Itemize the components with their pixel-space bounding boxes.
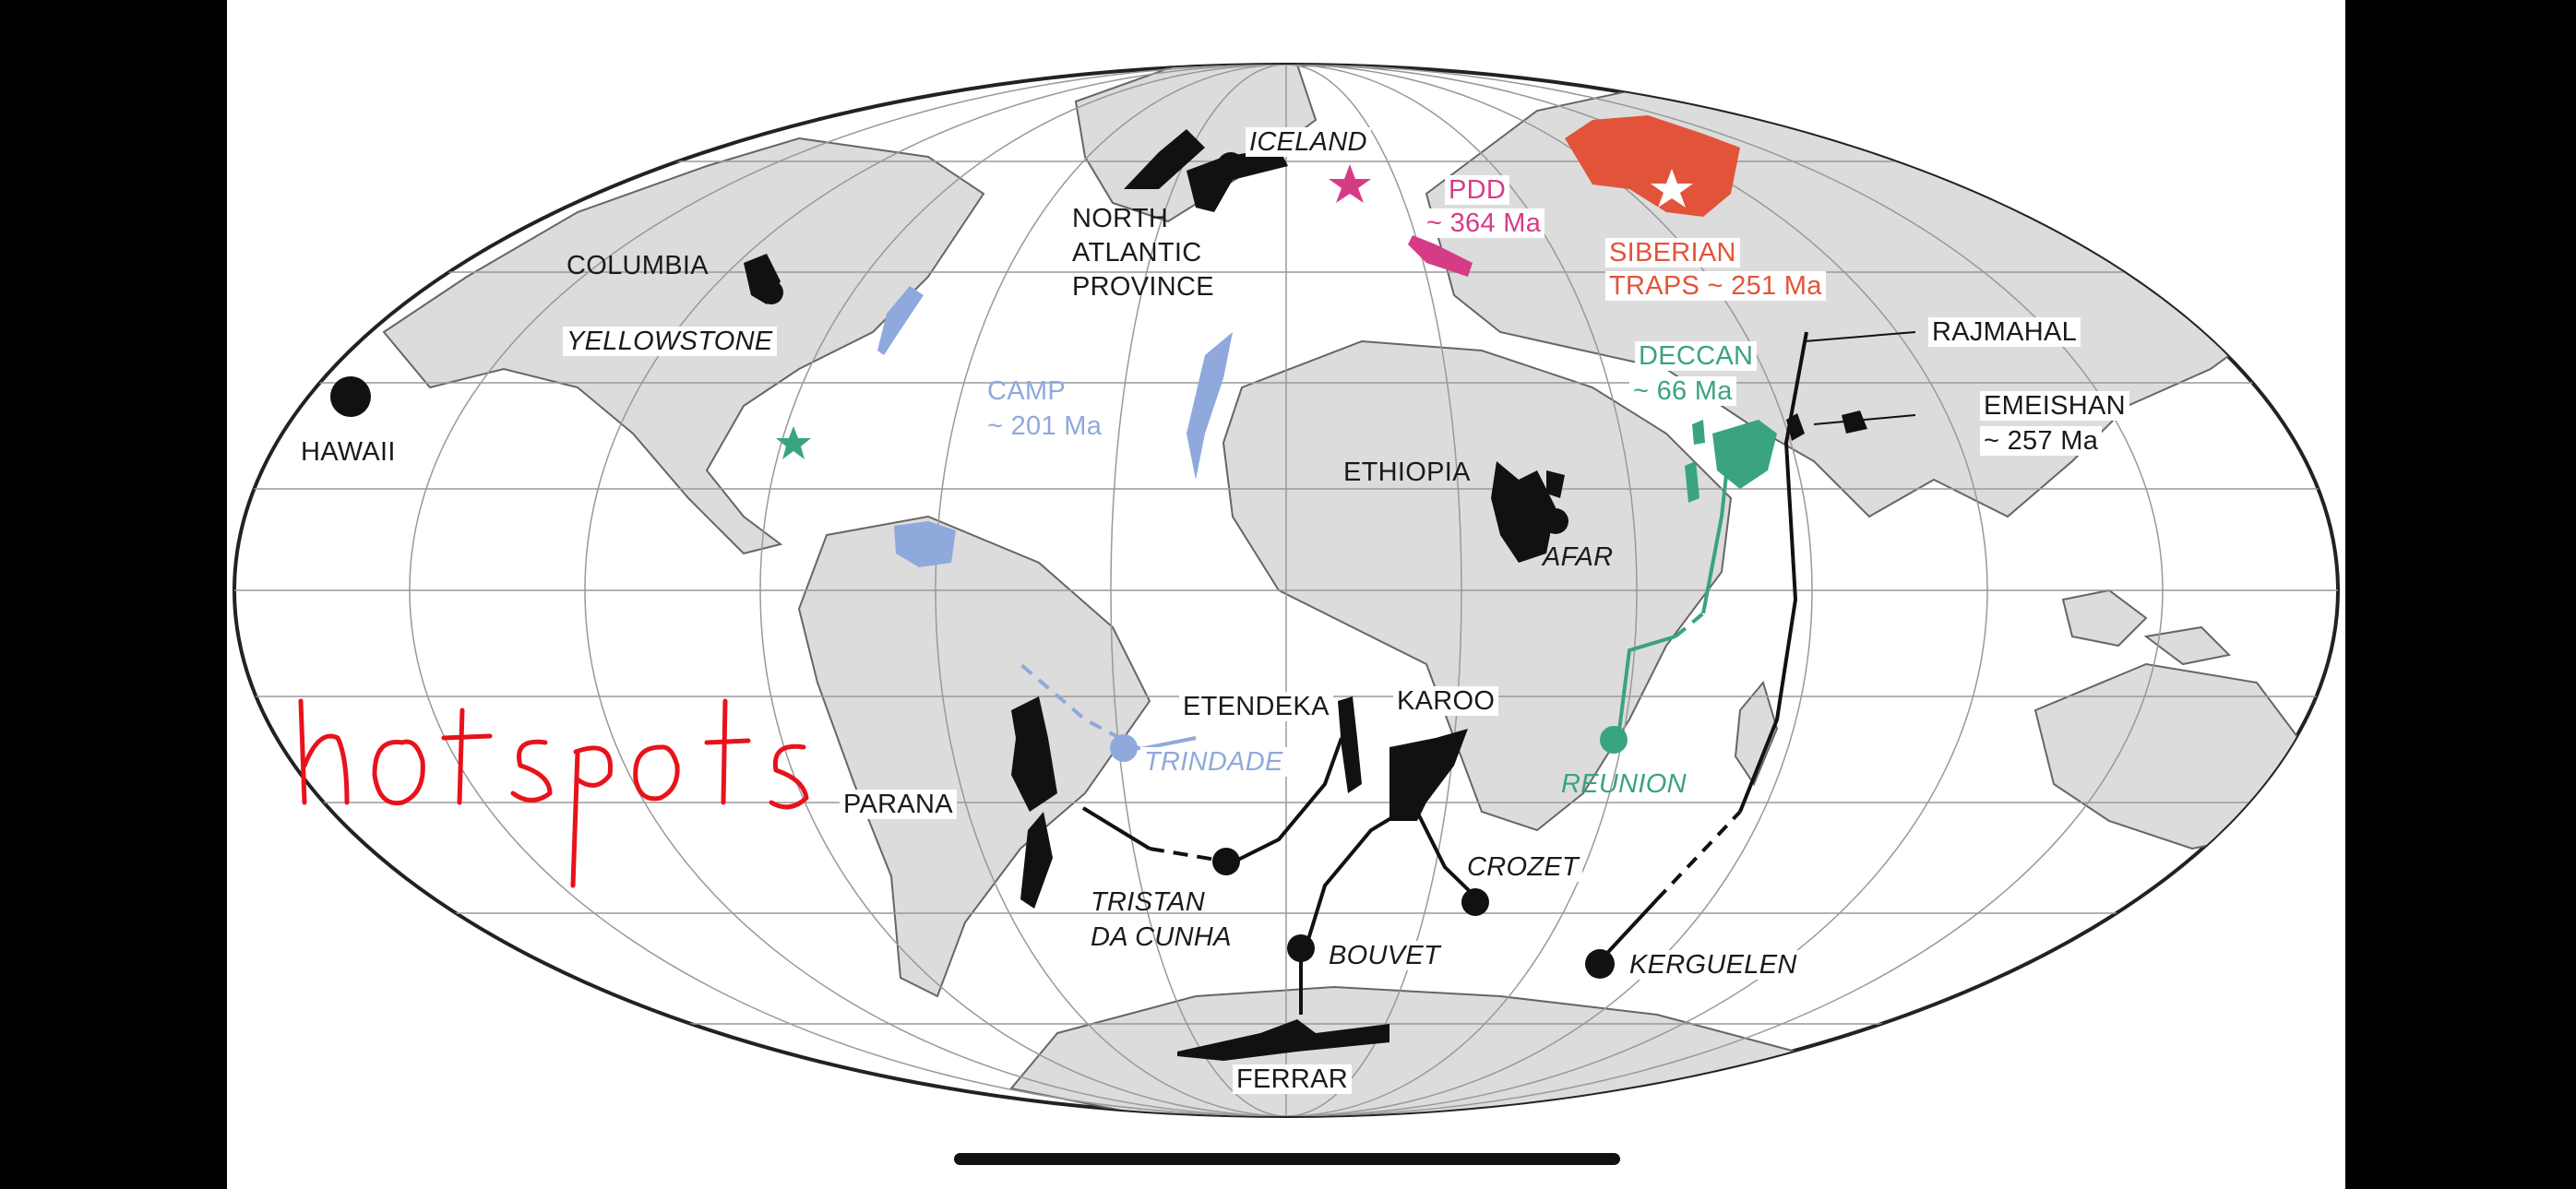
afar-label: AFAR — [1543, 542, 1614, 572]
siberian-star — [1651, 169, 1693, 208]
home-indicator[interactable] — [954, 1153, 1620, 1165]
hotspot-dot-icon — [330, 152, 1628, 979]
hawaii-label: HAWAII — [301, 437, 396, 467]
madagascar — [1734, 680, 1779, 787]
yellowstone-hotspot-dot — [759, 280, 783, 304]
colored-lips — [877, 115, 1777, 567]
iceland-label: ICELAND — [1246, 127, 1371, 157]
pdd-star — [1329, 164, 1371, 203]
afar-hotspot-dot — [1543, 508, 1568, 534]
black-lips — [744, 129, 1867, 1061]
tristan-label-2: DA CUNHA — [1091, 922, 1232, 952]
emeishan-lip — [1842, 410, 1867, 434]
kerguelen-hotspot-dot — [1585, 949, 1615, 979]
camp-age-label: ~ 201 Ma — [987, 411, 1103, 441]
emeishan-label: EMEISHAN — [1980, 391, 2129, 421]
bouvet-label: BOUVET — [1325, 941, 1445, 970]
rajmahal-label: RAJMAHAL — [1928, 317, 2081, 347]
graticule — [234, 65, 2338, 1116]
north-atlantic-province — [1124, 129, 1205, 189]
south-america — [797, 515, 1151, 998]
kerguelen-label: KERGUELEN — [1626, 950, 1801, 980]
siberian-age-label: TRAPS ~ 251 Ma — [1605, 271, 1826, 301]
tristan-hotspot-dot — [1212, 848, 1240, 875]
etendeka-label: ETENDEKA — [1179, 692, 1333, 721]
hotspot-tracks — [1019, 331, 1916, 1015]
bouvet-hotspot-dot — [1287, 934, 1315, 962]
star-icon — [776, 164, 1693, 459]
north-atlantic-label-1: NORTH — [1072, 204, 1169, 233]
deccan-age-label: ~ 66 Ma — [1629, 376, 1736, 406]
hotspots-handwriting — [298, 698, 809, 888]
columbia-label: COLUMBIA — [566, 251, 709, 280]
trindade-label: TRINDADE — [1140, 747, 1287, 777]
camp-north — [877, 286, 924, 355]
se-asia-islands — [2061, 589, 2148, 648]
map-frame: ICELAND NORTH ATLANTIC PROVINCE PDD ~ 36… — [227, 0, 2345, 1189]
camp-south — [894, 521, 956, 567]
deccan-traps — [1712, 420, 1777, 489]
crozet-label: CROZET — [1463, 852, 1583, 882]
parana-label: PARANA — [840, 790, 957, 819]
yellowstone-star — [776, 426, 811, 459]
siberian-traps — [1565, 115, 1740, 217]
reunion-hotspot-dot — [1600, 726, 1628, 754]
karoo-lip — [1389, 729, 1468, 821]
ferrar-label: FERRAR — [1233, 1064, 1353, 1094]
trindade-hotspot-dot — [1110, 734, 1138, 762]
siberian-label: SIBERIAN — [1605, 238, 1740, 268]
pdd-label: PDD — [1445, 175, 1510, 205]
ethiopia-label: ETHIOPIA — [1343, 458, 1471, 487]
hawaii-hotspot-dot — [330, 376, 371, 417]
etendeka-lip — [1338, 696, 1362, 793]
north-atlantic-label-3: PROVINCE — [1072, 272, 1214, 302]
camp-africa — [1187, 332, 1233, 480]
karoo-label: KAROO — [1393, 686, 1499, 716]
emeishan-age-label: ~ 257 Ma — [1980, 426, 2103, 456]
reunion-label: REUNION — [1561, 769, 1687, 799]
camp-label: CAMP — [987, 376, 1066, 406]
ethiopia-lip — [1491, 461, 1556, 563]
crozet-hotspot-dot — [1461, 888, 1489, 916]
parana-lip — [1011, 696, 1057, 812]
north-atlantic-label-2: ATLANTIC — [1072, 238, 1202, 268]
deccan-label: DECCAN — [1635, 341, 1758, 371]
rajmahal-lip — [1786, 413, 1805, 441]
world-map — [233, 63, 2340, 1118]
tristan-label-1: TRISTAN — [1091, 887, 1206, 917]
ferrar-lip — [1177, 1019, 1389, 1061]
pdd — [1408, 235, 1473, 277]
pdd-age-label: ~ 364 Ma — [1423, 208, 1545, 238]
yellowstone-label: YELLOWSTONE — [563, 327, 777, 356]
iceland-hotspot-dot — [1217, 152, 1245, 180]
